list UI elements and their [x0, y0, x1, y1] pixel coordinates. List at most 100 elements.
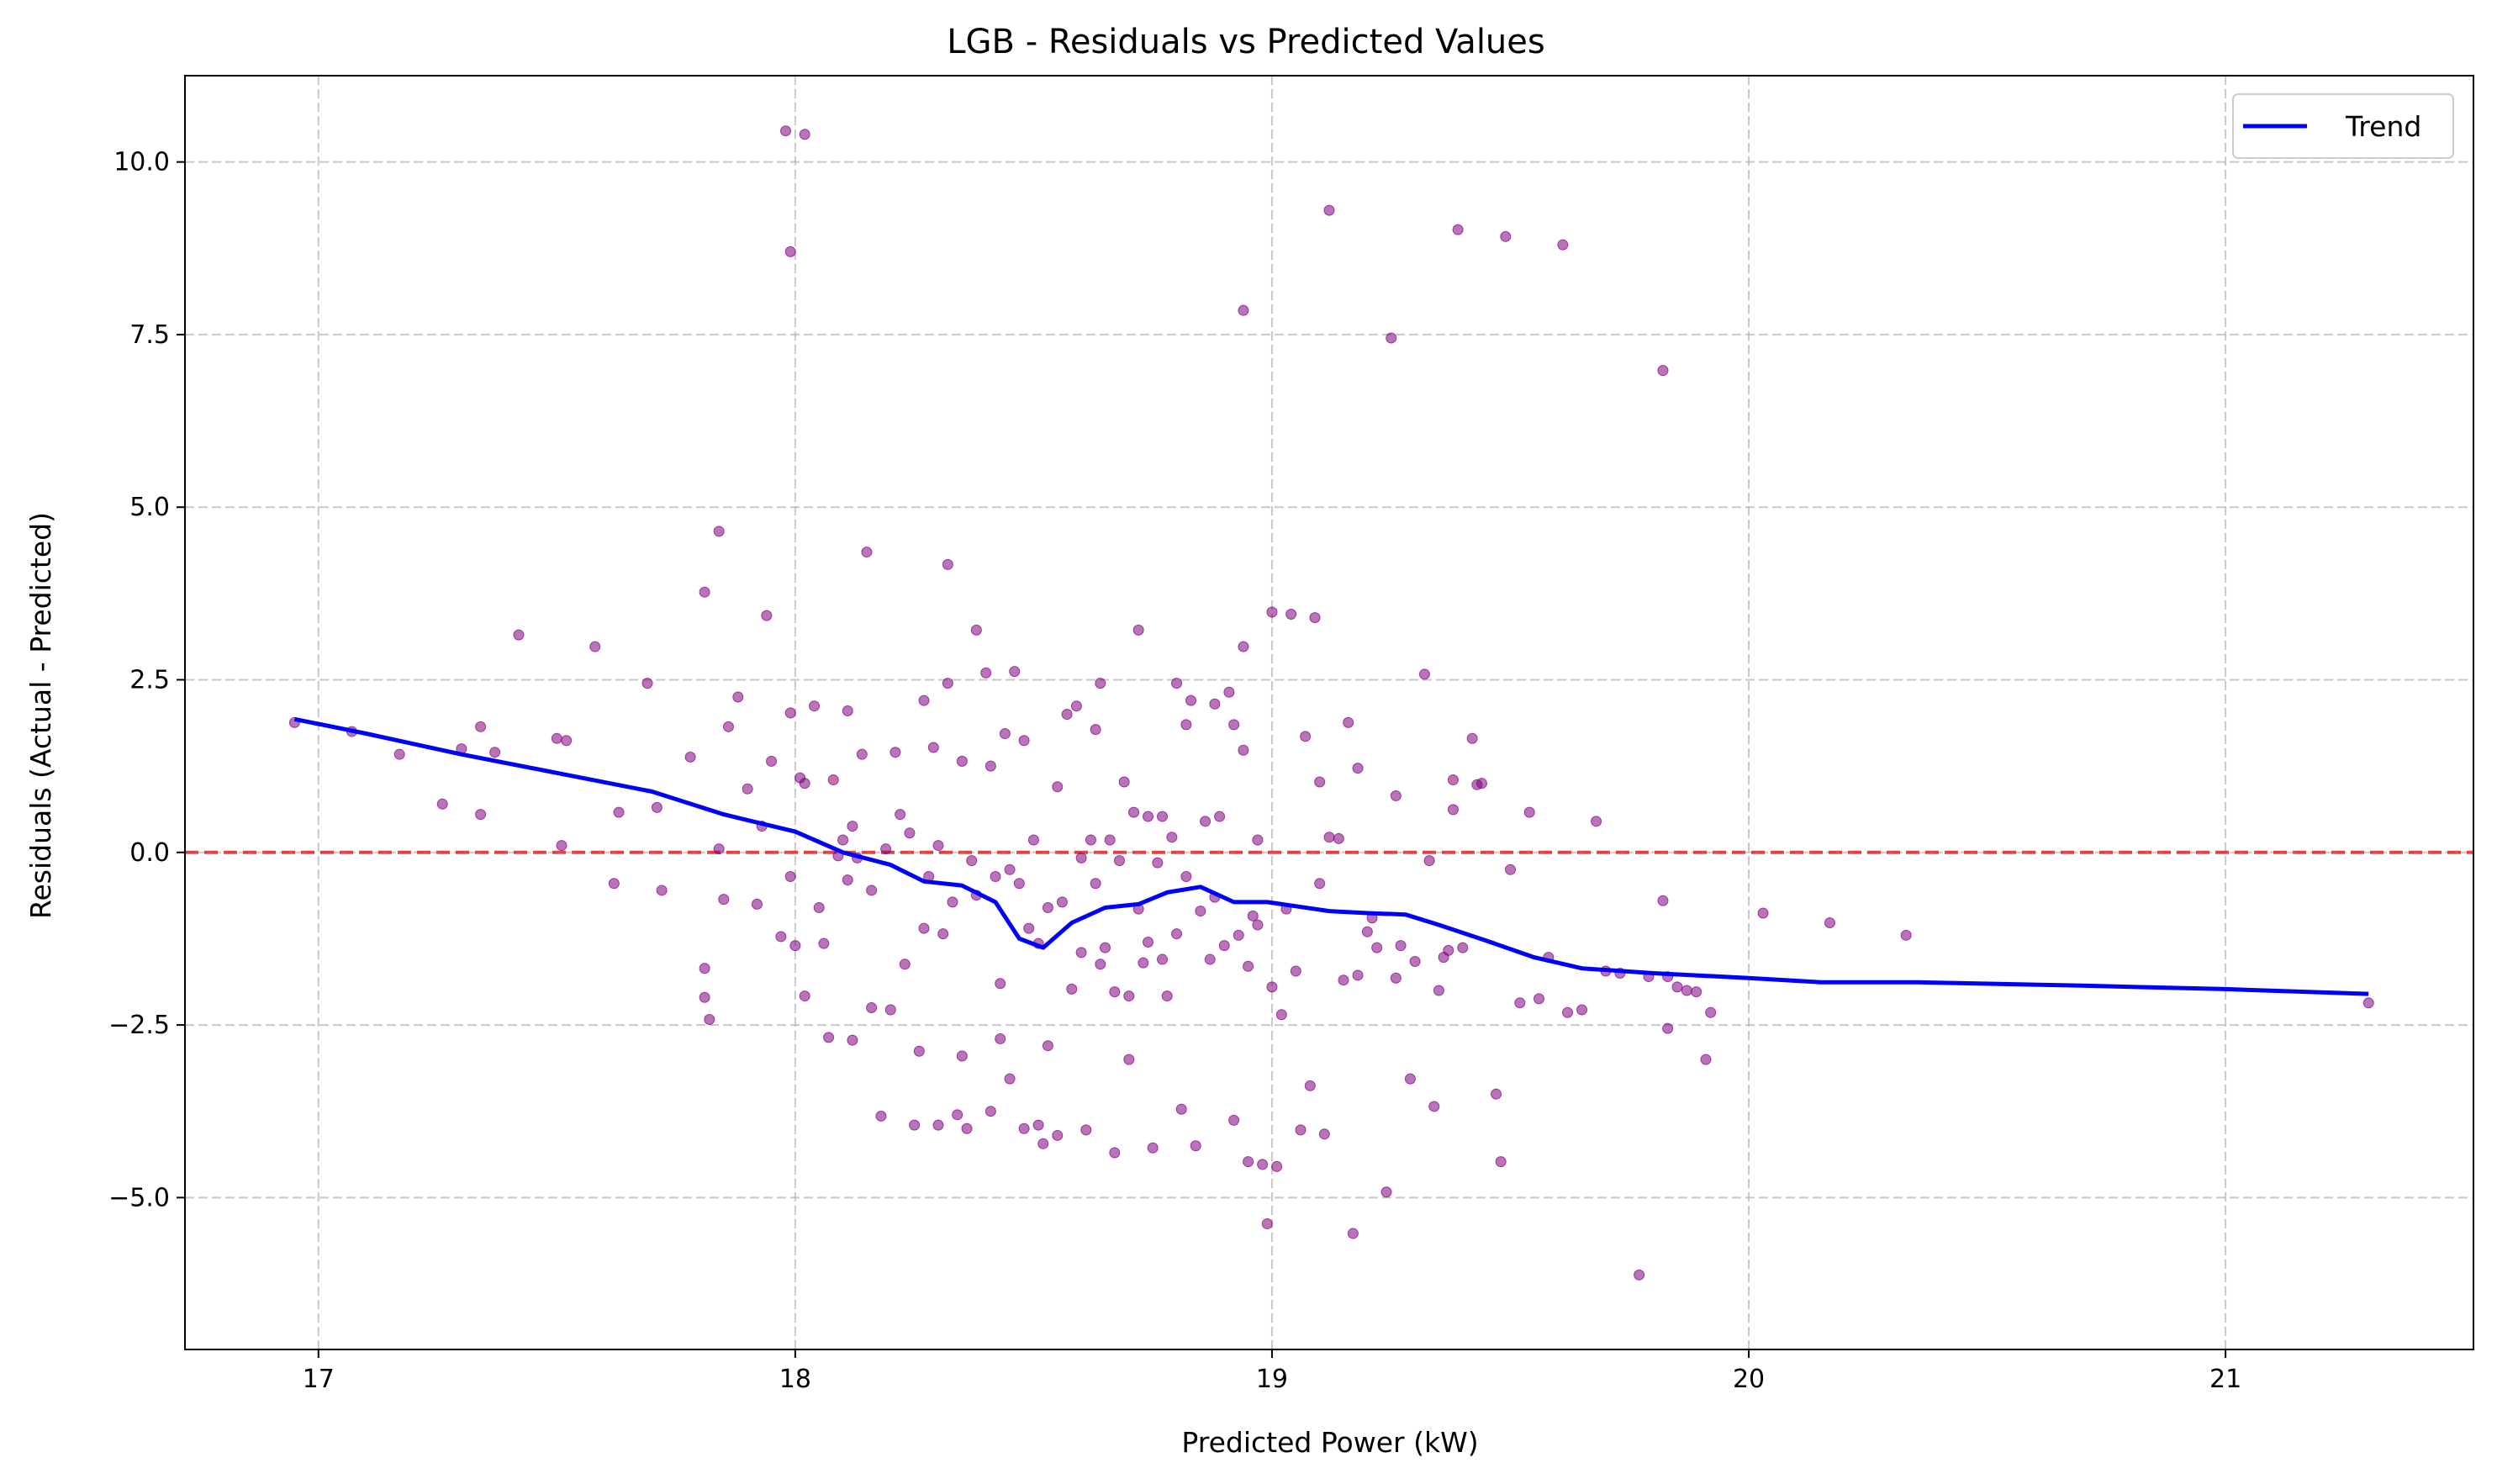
- residual-point: [1433, 985, 1444, 996]
- residual-point: [1195, 906, 1206, 917]
- residual-point: [1347, 1228, 1359, 1239]
- residual-point: [818, 937, 830, 949]
- residual-point: [513, 629, 525, 641]
- x-tick-label: 19: [1256, 1365, 1288, 1394]
- residual-point: [1118, 776, 1130, 788]
- residual-point: [995, 1032, 1006, 1044]
- residual-point: [2362, 997, 2374, 1009]
- residual-point: [1042, 901, 1053, 913]
- y-tick-label: 0.0: [129, 838, 170, 868]
- legend: Trend: [2232, 93, 2454, 159]
- residual-point: [1309, 612, 1321, 624]
- residual-point: [918, 694, 930, 706]
- residual-point: [1514, 997, 1526, 1009]
- residual-point: [904, 827, 916, 839]
- residual-point: [784, 246, 796, 257]
- residual-point: [761, 610, 773, 621]
- residual-point: [475, 721, 487, 732]
- y-axis-title: Residuals (Actual - Predicted): [24, 512, 57, 919]
- residual-point: [999, 728, 1011, 740]
- residual-point: [489, 747, 501, 758]
- residual-point: [1314, 776, 1326, 788]
- x-tick-label: 18: [779, 1365, 811, 1394]
- residual-point: [861, 547, 873, 558]
- residual-point: [918, 922, 930, 934]
- residual-point: [613, 806, 625, 818]
- residual-point: [1247, 910, 1259, 922]
- residual-point: [932, 840, 944, 852]
- residual-point: [866, 885, 878, 896]
- residual-point: [561, 735, 573, 747]
- residual-point: [1691, 986, 1702, 998]
- residual-point: [1185, 694, 1197, 706]
- x-tick-label: 17: [303, 1365, 335, 1394]
- residual-point: [1228, 719, 1240, 731]
- residual-point: [718, 894, 730, 906]
- residual-point: [475, 809, 487, 821]
- residual-point: [1300, 731, 1312, 742]
- residual-point: [1123, 1054, 1135, 1065]
- residual-point: [1443, 944, 1454, 956]
- residual-point: [1161, 990, 1173, 1002]
- residual-point: [1576, 1004, 1588, 1016]
- residual-point: [1671, 981, 1683, 993]
- residual-point: [1104, 834, 1116, 846]
- residual-point: [1404, 1073, 1416, 1085]
- residual-point: [909, 1119, 921, 1131]
- residual-point: [1657, 365, 1669, 377]
- y-tick-label: 2.5: [129, 665, 170, 694]
- residual-point: [942, 558, 953, 570]
- residual-point: [1109, 1147, 1121, 1159]
- residual-point: [895, 809, 906, 821]
- residual-point: [1061, 709, 1073, 721]
- residual-point: [766, 755, 778, 767]
- residual-point: [641, 678, 653, 689]
- residual-point: [1027, 834, 1039, 846]
- residual-point: [1180, 719, 1192, 731]
- residual-point: [1390, 972, 1402, 984]
- residual-point: [1490, 1088, 1502, 1100]
- residual-point: [799, 778, 810, 790]
- residual-point: [1023, 922, 1035, 934]
- residual-point: [784, 871, 796, 883]
- residual-point: [823, 1032, 835, 1043]
- residual-point: [827, 774, 839, 786]
- residual-point: [752, 898, 763, 910]
- residual-point: [1634, 1269, 1645, 1281]
- residual-point: [1042, 1040, 1053, 1052]
- residual-point: [1243, 960, 1254, 972]
- residual-point: [899, 959, 911, 970]
- residual-point: [1304, 1080, 1316, 1091]
- residual-point: [966, 855, 978, 867]
- residual-point: [932, 1119, 944, 1131]
- residual-point: [699, 963, 710, 974]
- residual-point: [1075, 947, 1087, 959]
- residual-point: [1238, 641, 1249, 652]
- residual-point: [1361, 926, 1373, 937]
- residual-point: [1009, 666, 1021, 678]
- residual-point: [1147, 1142, 1159, 1154]
- residual-point: [937, 928, 949, 940]
- residual-point: [1338, 974, 1349, 986]
- residual-point: [813, 901, 825, 913]
- residual-point: [1380, 1186, 1392, 1198]
- residual-point: [1214, 811, 1226, 822]
- residual-point: [780, 125, 792, 137]
- grid-lines: [185, 76, 2473, 1349]
- x-axis-ticks: 17 18 19 20 21: [303, 1349, 2241, 1394]
- residual-point: [1171, 928, 1183, 940]
- residual-point: [1323, 832, 1335, 843]
- legend-box: [2232, 93, 2454, 159]
- residual-point: [1409, 956, 1421, 968]
- y-tick-label: −2.5: [108, 1011, 170, 1040]
- residual-point: [847, 821, 858, 832]
- residual-point: [947, 896, 958, 908]
- residual-point: [556, 840, 568, 852]
- residual-point: [1143, 811, 1154, 822]
- residual-point: [1252, 919, 1264, 931]
- residual-point: [890, 747, 901, 758]
- residual-point: [608, 878, 620, 890]
- residual-point: [1113, 855, 1125, 867]
- residual-point: [656, 885, 668, 896]
- residual-point: [1171, 678, 1183, 689]
